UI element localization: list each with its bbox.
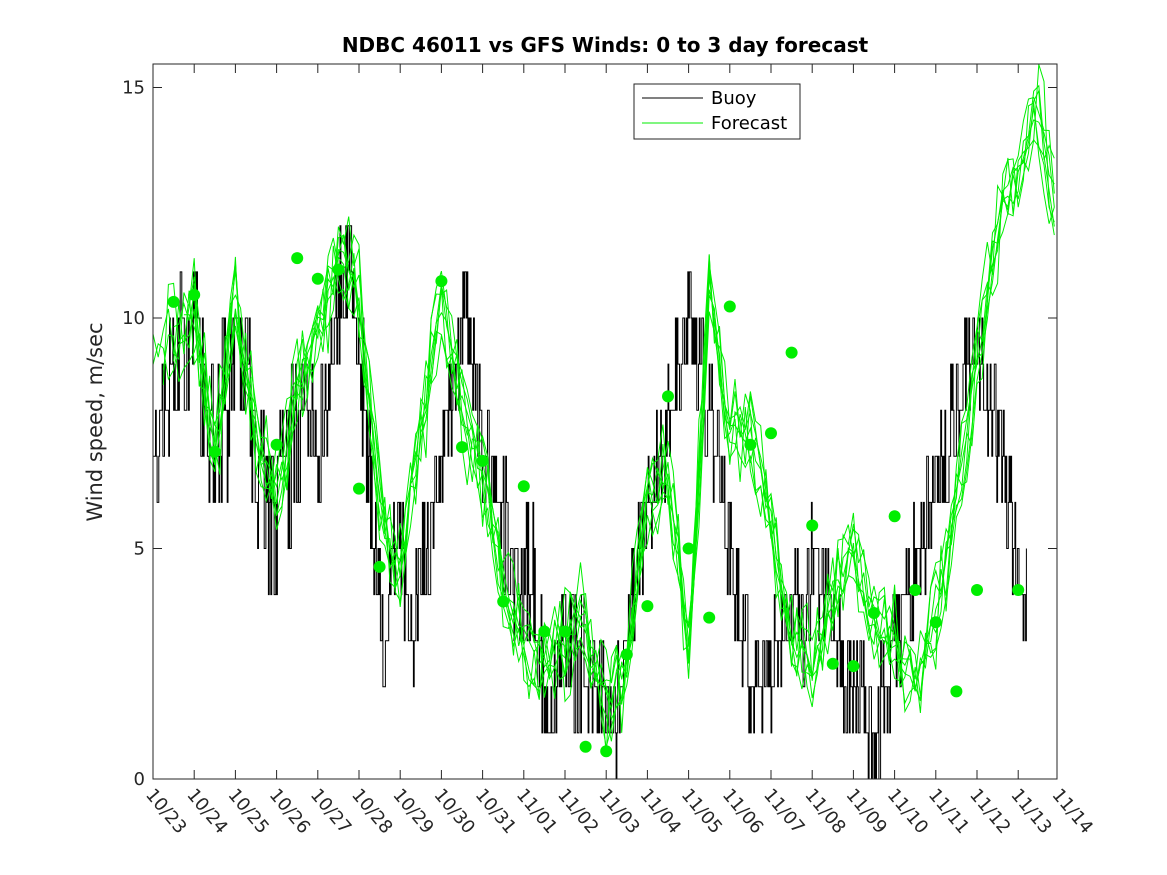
- observation-point: [723, 300, 736, 313]
- observation-point: [868, 607, 880, 619]
- legend: Buoy Forecast: [633, 83, 801, 140]
- legend-forecast-label: Forecast: [711, 113, 787, 134]
- y-tick-label: 0: [134, 769, 145, 790]
- observation-point: [270, 438, 283, 451]
- y-tick-label: 10: [122, 308, 145, 329]
- observation-point: [909, 584, 922, 596]
- observation-point: [600, 745, 613, 758]
- plot-area: [153, 64, 1055, 779]
- forecast-line: [162, 108, 1055, 742]
- observation-point: [682, 542, 695, 555]
- observation-point: [888, 510, 901, 523]
- observation-point: [559, 625, 571, 638]
- y-axis-label: Wind speed, m/sec: [83, 322, 107, 521]
- observation-point: [538, 625, 551, 638]
- chart-title: NDBC 46011 vs GFS Winds: 0 to 3 day fore…: [342, 33, 869, 57]
- observation-point: [497, 595, 510, 608]
- y-axis: 0 5 10 15: [122, 78, 1057, 790]
- observation-point: [1012, 584, 1025, 596]
- observation-point: [332, 263, 345, 276]
- observation-point: [806, 519, 819, 532]
- observation-point: [847, 660, 860, 673]
- legend-buoy-label: Buoy: [711, 88, 757, 109]
- forecast-line: [183, 96, 1055, 691]
- forecast-line: [173, 102, 1055, 756]
- observation-point: [208, 445, 221, 458]
- observation-point: [703, 611, 716, 624]
- observation-point: [456, 441, 468, 454]
- observation-point: [641, 600, 654, 613]
- forecast-series: [153, 64, 1055, 756]
- observation-point: [167, 295, 180, 308]
- axes-box: [152, 63, 1058, 780]
- legend-box: [633, 83, 801, 140]
- observation-point: [744, 438, 757, 451]
- observation-point: [476, 454, 489, 467]
- y-tick-label: 5: [134, 539, 145, 560]
- forecast-line: [183, 119, 1055, 710]
- observation-point: [291, 252, 304, 265]
- observation-point: [517, 480, 530, 493]
- observation-point: [373, 560, 386, 573]
- observation-point: [971, 584, 983, 596]
- observation-point: [662, 390, 674, 403]
- observation-point: [950, 685, 963, 698]
- observation-point: [826, 657, 839, 670]
- observation-points: [167, 252, 1025, 758]
- observation-point: [785, 346, 798, 359]
- observation-point: [579, 740, 592, 753]
- forecast-line: [162, 64, 1055, 705]
- buoy-series: [153, 225, 1027, 779]
- observation-point: [929, 616, 942, 629]
- y-tick-label: 15: [122, 78, 145, 99]
- observation-point: [765, 427, 777, 440]
- buoy-line: [153, 225, 1027, 779]
- observation-point: [620, 648, 633, 661]
- observation-point: [353, 482, 365, 495]
- observation-point: [435, 275, 448, 288]
- observation-point: [311, 272, 324, 285]
- observation-point: [188, 288, 201, 301]
- forecast-line: [153, 89, 1055, 722]
